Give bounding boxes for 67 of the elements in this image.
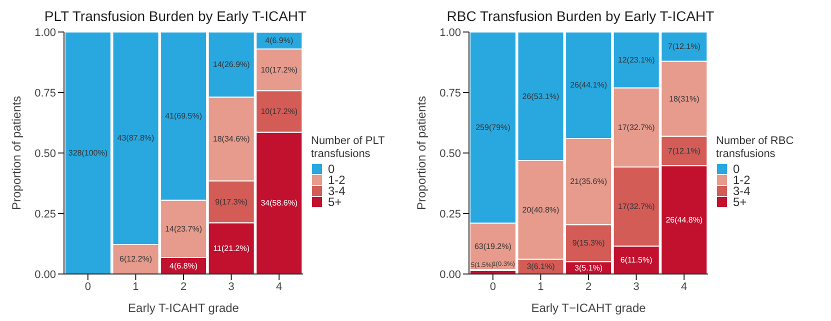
data-label: 17(32.7%) bbox=[618, 202, 656, 212]
x-axis-title: Early T−ICAHT grade bbox=[531, 301, 646, 315]
y-tick-label: 0.75 bbox=[440, 87, 461, 100]
x-tick-label: 3 bbox=[633, 280, 640, 293]
legend-title: Number of PLT transfusions bbox=[311, 134, 386, 160]
x-tick-label: 4 bbox=[681, 280, 688, 293]
data-label: 9(17.3%) bbox=[215, 197, 248, 206]
data-label: 34(58.6%) bbox=[260, 198, 298, 208]
data-label: 26(44.8%) bbox=[666, 215, 703, 224]
data-label: 18(34.6%) bbox=[212, 134, 250, 144]
x-tick-label: 2 bbox=[180, 280, 187, 293]
data-label: 63(19.2%) bbox=[474, 242, 512, 251]
legend-label: 1-2 bbox=[328, 172, 346, 186]
data-label: 4(6.9%) bbox=[265, 36, 294, 46]
y-tick-label: 1.00 bbox=[440, 26, 461, 39]
legend-label: 0 bbox=[733, 162, 740, 176]
y-axis-title: Proportion of patients bbox=[9, 96, 24, 210]
data-label: 17(32.7%) bbox=[618, 122, 656, 132]
data-label: 26(44.1%) bbox=[570, 80, 608, 90]
y-tick-label: 1.00 bbox=[34, 26, 56, 39]
y-tick-label: 0.25 bbox=[34, 208, 56, 220]
data-label: 3(5.1%) bbox=[574, 263, 603, 272]
x-tick-label: 4 bbox=[276, 280, 282, 293]
x-tick-label: 0 bbox=[84, 280, 91, 293]
y-tick-label: 0.00 bbox=[440, 268, 461, 281]
y-tick-label: 0.75 bbox=[34, 87, 56, 100]
data-label: 7(12.1%) bbox=[668, 146, 701, 156]
legend-title: Number of RBC transfusions bbox=[716, 134, 795, 160]
data-label: 10(17.2%) bbox=[260, 65, 298, 74]
x-axis-title: Early T-ICAHT grade bbox=[128, 301, 240, 315]
y-tick-label: 0.00 bbox=[34, 268, 56, 281]
y-tick-label: 0.50 bbox=[440, 148, 461, 160]
y-axis-title: Proportion of patients bbox=[414, 96, 428, 210]
x-tick-label: 1 bbox=[132, 280, 139, 293]
x-tick-label: 0 bbox=[490, 280, 496, 293]
chart-title: RBC Transfusion Burden by Early T-ICAHT bbox=[446, 8, 716, 26]
data-label: 328(100%) bbox=[68, 148, 108, 158]
x-tick-label: 1 bbox=[538, 280, 544, 293]
legend-label: 3-4 bbox=[328, 184, 346, 198]
legend-label: 1-2 bbox=[733, 172, 750, 186]
data-label: 11(21.2%) bbox=[213, 244, 250, 253]
y-tick-label: 0.25 bbox=[440, 208, 461, 220]
data-label: 10(17.2%) bbox=[260, 106, 298, 116]
data-label: 43(87.8%) bbox=[117, 134, 155, 143]
legend-label: 0 bbox=[328, 162, 335, 176]
data-label: 18(31%) bbox=[669, 94, 700, 104]
y-tick-label: 0.50 bbox=[34, 148, 56, 160]
data-label: 6(12.2%) bbox=[120, 254, 152, 264]
chart-title: PLT Transfusion Burden by Early T-ICAHT bbox=[43, 8, 308, 26]
data-label: 7(12.1%) bbox=[668, 42, 701, 52]
data-label: 4(6.8%) bbox=[170, 261, 198, 270]
data-label: 6(11.5%) bbox=[620, 256, 653, 265]
data-label: 14(23.7%) bbox=[165, 224, 202, 234]
x-tick-label: 3 bbox=[228, 280, 234, 293]
legend-label: 5+ bbox=[733, 194, 747, 208]
data-label: 12(23.1%) bbox=[618, 55, 656, 64]
data-label: 26(53.1%) bbox=[522, 92, 560, 101]
legend-label: 5+ bbox=[328, 194, 342, 208]
data-label: 20(40.8%) bbox=[522, 205, 560, 214]
data-label: 259(79%) bbox=[476, 123, 511, 132]
data-label: 14(26.9%) bbox=[212, 60, 250, 70]
x-tick-label: 2 bbox=[585, 280, 592, 293]
data-label: 21(35.6%) bbox=[570, 177, 608, 186]
data-label: 9(15.3%) bbox=[572, 238, 606, 248]
legend-label: 3-4 bbox=[733, 184, 750, 198]
data-label: 3(6.1%) bbox=[526, 262, 556, 272]
data-label: 41(69.5%) bbox=[165, 112, 202, 121]
